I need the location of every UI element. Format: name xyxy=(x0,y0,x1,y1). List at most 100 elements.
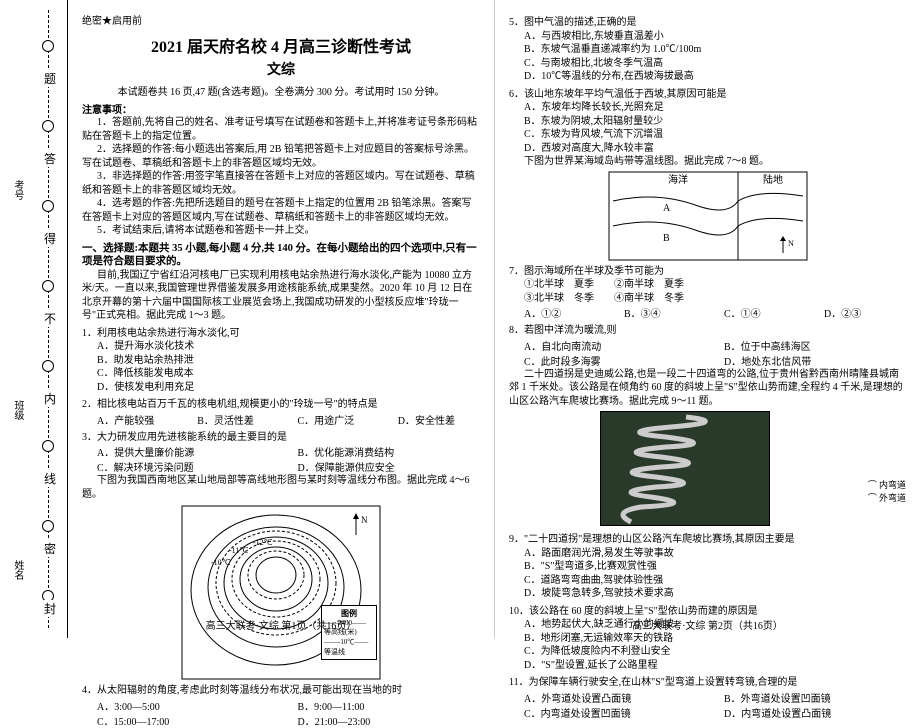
sea-isotherm-figure: 海洋 陆地 A B N xyxy=(608,171,808,261)
q7-stem: 7．图示海域所在半球及季节可能为 xyxy=(509,265,906,279)
svg-text:N: N xyxy=(361,515,368,525)
q1-opt: D．使核发电利用充足 xyxy=(82,381,480,395)
secret-label: 绝密★启用前 xyxy=(82,12,480,27)
q3-opt: C．解决环境污染问题 xyxy=(97,459,280,474)
land-label: 陆地 xyxy=(763,173,783,186)
q9-opt: A．路面磨润光滑,易发生等驶事故 xyxy=(509,547,906,561)
instruction-item: 2．选择题的作答:每小题选出答案后,用 2B 铅笔把答题卡上对应题目的答案标号涂… xyxy=(82,143,480,170)
q4-opt: C．15:00—17:00 xyxy=(97,713,280,728)
page-footer-2: 高三大联考·文综 第2页（共16页） xyxy=(495,617,920,632)
q3-opt: D．保障能源供应安全 xyxy=(298,459,481,474)
q9-opt: C．道路弯弯曲曲,驾驶体验性强 xyxy=(509,574,906,588)
passage-2: 下图为我国西南地区某山地局部等高线地形图与某时刻等温线分布图。据此完成 4～6 … xyxy=(82,474,480,501)
q8-opt: D．地处东北信风带 xyxy=(724,353,906,368)
q1-opt: A．提升海水淡化技术 xyxy=(82,340,480,354)
q10-stem: 10．该公路在 60 度的斜坡上呈"S"型依山势而建的原因是 xyxy=(509,605,906,619)
binding-char: 得 xyxy=(44,230,56,247)
instructions: 1．答题前,先将自己的姓名、准考证号填写在试题卷和答题卡上,并将准考证号条形码粘… xyxy=(82,116,480,238)
road-legend: ⌒ 内弯道 ⌒ 外弯道 xyxy=(868,408,906,504)
q8-opt: C．此时段多海雾 xyxy=(524,353,706,368)
binding-hole xyxy=(42,120,54,132)
question-11: 11．为保障车辆行驶安全,在山林"S"型弯道上设置转弯镜,合理的是 A．外弯道处… xyxy=(509,676,906,720)
question-9: 9．"二十四道拐"是理想的山区公路汽车爬坡比赛场,其原因主要是 A．路面磨润光滑… xyxy=(509,533,906,601)
instruction-item: 1．答题前,先将自己的姓名、准考证号填写在试题卷和答题卡上,并将准考证号条形码粘… xyxy=(82,116,480,143)
passage-4: 二十四道拐是史迪威公路,也是一段二十四道弯的公路,位于贵州省黔西南州晴隆县城南郊… xyxy=(509,368,906,409)
binding-label-id: 考号 xyxy=(10,180,25,200)
q10-opt: C．为降低坡度险内不利登山安全 xyxy=(509,645,906,659)
q7-line2: ③北半球 冬季 ④南半球 冬季 xyxy=(509,292,906,306)
svg-text:-11℃: -11℃ xyxy=(229,546,248,555)
q4-opt: D．21:00—23:00 xyxy=(298,713,481,728)
question-4: 4．从太阳辐射的角度,考虑此时刻等温线分布状况,最可能出现在当地的时 A．3:0… xyxy=(82,684,480,728)
q8-opt: B．位于中高纬海区 xyxy=(724,338,906,353)
q10-opt: B．地形闭塞,无运输效率天的铁路 xyxy=(509,632,906,646)
q3-stem: 3．大力研发应用先进核能系统的最主要目的是 xyxy=(82,431,480,445)
q2-stem: 2．相比核电站百万千瓦的核电机组,规模更小的"玲珑一号"的特点是 xyxy=(82,398,480,412)
binding-label-class: 班级 xyxy=(10,400,25,420)
binding-hole xyxy=(42,440,54,452)
exam-meta: 本试题卷共 16 页,47 题(含选考题)。全卷满分 300 分。考试用时 15… xyxy=(82,83,480,98)
q11-opt: C．内弯道处设置凹面镜 xyxy=(524,705,706,720)
q2-opt: C．用途广泛 xyxy=(298,412,380,427)
binding-hole xyxy=(42,40,54,52)
q4-opt: A．3:00—5:00 xyxy=(97,698,280,713)
q10-opt: D．"S"型设置,延长了公路里程 xyxy=(509,659,906,673)
q8-opt: A．自北向南流动 xyxy=(524,338,706,353)
q7-opt: C．①④ xyxy=(724,305,806,320)
q5-stem: 5．图中气温的描述,正确的是 xyxy=(509,16,906,30)
binding-char: 内 xyxy=(44,390,56,407)
q6-opt: C．东坡为背风坡,气流下沉增温 xyxy=(509,128,906,142)
legend-outer: 外弯道 xyxy=(879,493,906,503)
exam-subject: 文综 xyxy=(82,59,480,79)
binding-char: 答 xyxy=(44,150,56,167)
q6-opt: B．东坡为阴坡,太阳辐射量较少 xyxy=(509,115,906,129)
q11-opt: A．外弯道处设置凸面镜 xyxy=(524,690,706,705)
q3-opt: A．提供大量廉价能源 xyxy=(97,444,280,459)
question-5: 5．图中气温的描述,正确的是 A．与西坡相比,东坡垂直温差小 B．东坡气温垂直递… xyxy=(509,16,906,84)
binding-label-name: 姓名 xyxy=(10,560,25,580)
binding-char: 不 xyxy=(44,310,56,327)
q5-opt: B．东坡气温垂直递减率约为 1.0℃/100m xyxy=(509,43,906,57)
passage-1: 目前,我国辽宁省红沿河核电厂已实现利用核电站余热进行海水淡化,产能为 10080… xyxy=(82,269,480,323)
q9-stem: 9．"二十四道拐"是理想的山区公路汽车爬坡比赛场,其原因主要是 xyxy=(509,533,906,547)
instruction-item: 4．选考题的作答:先把所选题目的题号在答题卡上指定的位置用 2B 铅笔涂黑。答案… xyxy=(82,197,480,224)
q4-opt: B．9:00—11:00 xyxy=(298,698,481,713)
binding-edge: 姓名 班级 考号 题 答 得 不 内 线 密 封 xyxy=(0,0,68,638)
q6-opt: D．西坡对高度大,降水较丰富 xyxy=(509,142,906,156)
q6-stem: 6．该山地东坡年平均气温低于西坡,其原因可能是 xyxy=(509,88,906,102)
svg-text:A: A xyxy=(663,203,671,214)
road-figure xyxy=(600,411,770,526)
q2-opt: D．安全性差 xyxy=(398,412,480,427)
binding-hole xyxy=(42,360,54,372)
q7-opt: A．①② xyxy=(524,305,606,320)
q5-opt: D．10℃等温线的分布,在西坡海拔最高 xyxy=(509,70,906,84)
contour-map-figure: N -10℃ -11℃ -12℃ 2200 2400 图例 ——2400—— 等… xyxy=(181,505,381,680)
question-2: 2．相比核电站百万千瓦的核电机组,规模更小的"玲珑一号"的特点是 A．产能较强 … xyxy=(82,398,480,427)
svg-text:-10℃: -10℃ xyxy=(211,558,231,567)
q8-stem: 8．若图中洋流为暖流,则 xyxy=(509,324,906,338)
instruction-item: 5．考试结束后,请将本试题卷和答题卡一并上交。 xyxy=(82,224,480,238)
q4-stem: 4．从太阳辐射的角度,考虑此时刻等温线分布状况,最可能出现在当地的时 xyxy=(82,684,480,698)
sea-label: 海洋 xyxy=(668,173,688,186)
map-legend: 图例 ——2400—— 等高线(米) ——-10℃—— 等温线 xyxy=(321,605,377,660)
binding-char: 密 xyxy=(44,540,56,557)
question-8: 8．若图中洋流为暖流,则 A．自北向南流动 B．位于中高纬海区 C．此时段多海雾… xyxy=(509,324,906,368)
instruction-item: 3．非选择题的作答:用签字笔直接答在答题卡上对应的答题区域内。写在试题卷、草稿纸… xyxy=(82,170,480,197)
q2-opt: B．灵活性差 xyxy=(197,412,279,427)
notice-head: 注意事项： xyxy=(82,101,480,116)
q1-opt: B．助发电站余热排泄 xyxy=(82,354,480,368)
question-7: 7．图示海域所在半球及季节可能为 ①北半球 夏季 ②南半球 夏季 ③北半球 冬季… xyxy=(509,265,906,321)
q2-opt: A．产能较强 xyxy=(97,412,179,427)
passage-3: 下图为世界某海域岛屿带等温线图。据此完成 7～8 题。 xyxy=(509,155,906,169)
svg-text:B: B xyxy=(663,233,670,244)
binding-hole xyxy=(42,520,54,532)
exam-title: 2021 届天府名校 4 月高三诊断性考试 xyxy=(82,33,480,57)
binding-hole xyxy=(42,200,54,212)
question-6: 6．该山地东坡年平均气温低于西坡,其原因可能是 A．东坡年均降长较长,光照充足 … xyxy=(509,88,906,156)
question-10: 10．该公路在 60 度的斜坡上呈"S"型依山势而建的原因是 A．地势起伏大,缺… xyxy=(509,605,906,673)
q11-opt: B．外弯道处设置凹面镜 xyxy=(724,690,906,705)
binding-char: 线 xyxy=(44,470,56,487)
q11-opt: D．内弯道处设置凸面镜 xyxy=(724,705,906,720)
legend-inner: 内弯道 xyxy=(879,480,906,490)
svg-text:N: N xyxy=(788,239,794,248)
